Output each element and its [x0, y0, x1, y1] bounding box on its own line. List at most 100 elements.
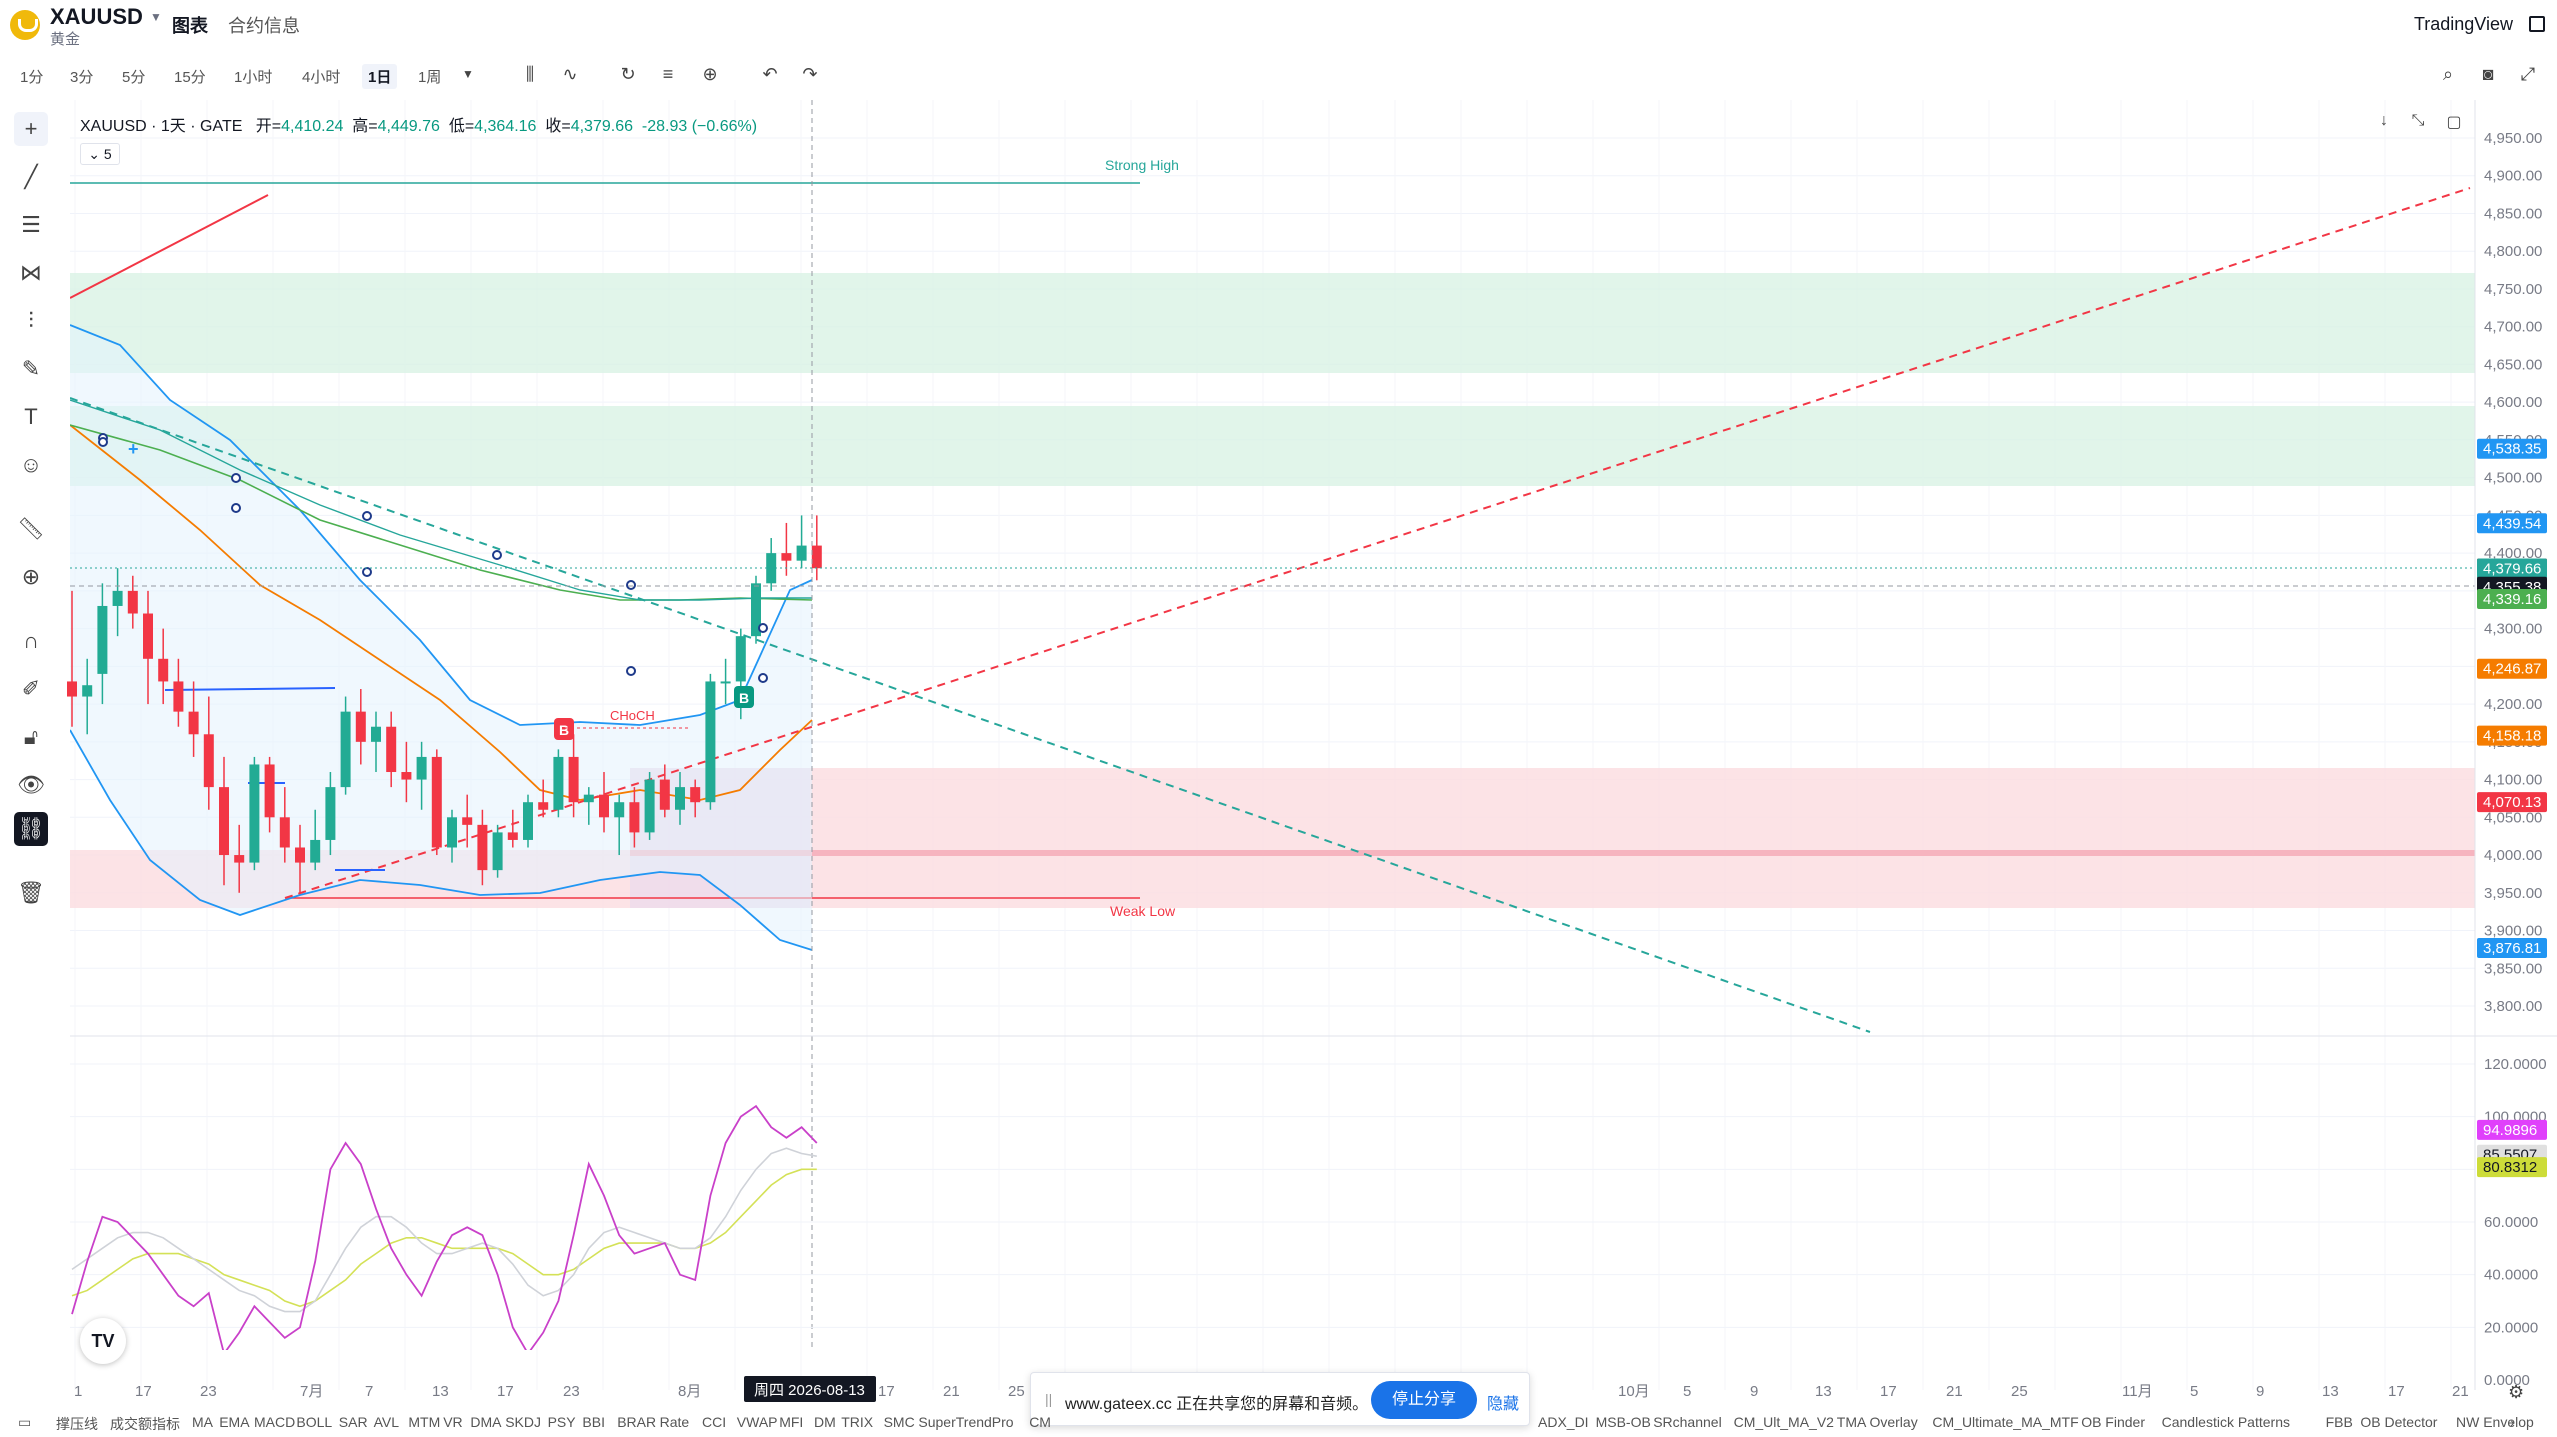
horizontal-lines-icon[interactable]: ☰	[21, 212, 41, 237]
redo-icon[interactable]: ↷	[802, 64, 818, 84]
fullscreen-icon[interactable]: ⤢	[2520, 64, 2536, 84]
price-tick-label: 4,950.00	[2484, 130, 2542, 147]
trendline-icon[interactable]: ╱	[24, 164, 38, 189]
timeframe-1m[interactable]: 1分	[20, 69, 44, 86]
indicator-shortcut[interactable]: MACD	[254, 1414, 296, 1430]
legend-collapse-button[interactable]: ⌄ 5	[80, 143, 120, 165]
add-icon[interactable]: ⊕	[702, 64, 718, 84]
basis-line	[70, 424, 813, 801]
link-icon[interactable]: ⛓	[14, 812, 48, 846]
anchor-point	[492, 550, 502, 560]
indicator-shortcut[interactable]: SRchannel	[1653, 1414, 1722, 1430]
candle-body	[523, 802, 533, 840]
timeframe-dropdown-icon[interactable]: ▼	[462, 67, 474, 81]
timeframe-1d[interactable]: 1日	[362, 64, 398, 89]
timeframe-15m[interactable]: 15分	[174, 69, 206, 86]
indicator-shortcut[interactable]: MA	[192, 1414, 213, 1430]
trash-icon[interactable]: 🗑︎	[17, 880, 45, 905]
indicator-shortcut[interactable]: TRIX	[841, 1414, 874, 1430]
indicator-shortcut[interactable]: BBI	[582, 1414, 605, 1430]
indicator-shortcut[interactable]: CM	[1029, 1414, 1051, 1430]
emoji-icon[interactable]: ☺	[19, 452, 43, 477]
tab-contract-info[interactable]: 合约信息	[228, 16, 300, 36]
indicator-shortcut[interactable]: BOLL	[296, 1414, 333, 1430]
pattern-icon[interactable]: ⋈	[20, 260, 42, 285]
indicator-shortcut[interactable]: DM	[814, 1414, 836, 1430]
panel-toggle-icon[interactable]: ▭	[18, 1414, 32, 1430]
timeframe-5m[interactable]: 5分	[122, 69, 146, 86]
indicator-shortcut[interactable]: AVL	[373, 1414, 400, 1430]
tradingview-logo-icon[interactable]: TV	[80, 1318, 126, 1364]
indicator-shortcut[interactable]: 撑压线	[56, 1416, 98, 1432]
indicator-shortcut[interactable]: CM_Ultimate_MA_MTF	[1932, 1414, 2079, 1430]
indicator-shortcut[interactable]: MFI	[779, 1414, 804, 1430]
candles-icon[interactable]: ⫼	[525, 64, 535, 84]
indicator-shortcut[interactable]: TMA Overlay	[1836, 1414, 1918, 1430]
symbol-name[interactable]: XAUUSD	[50, 4, 143, 29]
indicator-shortcut[interactable]: NW Envelop	[2456, 1414, 2534, 1430]
replay-icon[interactable]: ↻	[620, 64, 636, 84]
indicator-shortcut[interactable]: OB Detector	[2360, 1414, 2438, 1430]
chevron-down-icon[interactable]: ▼	[150, 10, 162, 24]
alert-list-icon[interactable]: ≡	[662, 64, 674, 84]
candle-body	[568, 756, 579, 803]
indicator-shortcut[interactable]: VR	[443, 1414, 463, 1430]
timeframe-1w[interactable]: 1周	[418, 69, 442, 86]
osc-badge	[2477, 1119, 2547, 1140]
candle-body	[97, 605, 108, 674]
indicator-shortcut[interactable]: SAR	[338, 1414, 368, 1430]
indicator-shortcut[interactable]: ADX_DI	[1538, 1414, 1589, 1430]
ruler-icon[interactable]: 📏︎	[17, 516, 45, 541]
indicator-shortcut[interactable]: VWAP	[736, 1414, 778, 1430]
timeframe-1h[interactable]: 1小时	[234, 69, 273, 86]
drag-handle-icon[interactable]: ||	[1045, 1391, 1053, 1407]
indicator-shortcut[interactable]: MSB-OB	[1595, 1414, 1651, 1430]
indicator-shortcut[interactable]: MTM	[408, 1414, 441, 1430]
undo-icon[interactable]: ↶	[762, 64, 778, 84]
indicator-shortcut[interactable]: OB Finder	[2081, 1414, 2145, 1430]
indicator-shortcut[interactable]: PSY	[547, 1414, 576, 1430]
window-box-icon[interactable]	[2529, 16, 2545, 32]
indicator-shortcut[interactable]: SuperTrendPro	[918, 1414, 1014, 1430]
maximize-pane-icon[interactable]: ▢	[2446, 114, 2462, 131]
timeframe-3m[interactable]: 3分	[70, 69, 94, 86]
hide-share-link[interactable]: 隐藏	[1487, 1396, 1520, 1413]
indicator-shortcut[interactable]: SKDJ	[505, 1414, 541, 1430]
eye-icon[interactable]: 👁︎	[17, 772, 45, 797]
zoom-icon[interactable]: ⊕	[21, 564, 41, 589]
indicator-shortcut[interactable]: CM_Ult_MA_V2	[1733, 1414, 1834, 1430]
lock-draw-icon[interactable]: ✐	[21, 676, 41, 701]
collapse-pane-icon[interactable]: ⤡	[2411, 112, 2425, 129]
rsi-ma-slow	[71, 1168, 817, 1308]
search-icon[interactable]: ⌕	[2442, 64, 2454, 84]
candle-body	[82, 685, 93, 697]
timeframe-4h[interactable]: 4小时	[302, 69, 341, 86]
tab-chart[interactable]: 图表	[172, 16, 208, 36]
camera-icon[interactable]: ◙	[2482, 64, 2494, 84]
fib-icon[interactable]: ⫶	[28, 308, 34, 333]
indicator-shortcut[interactable]: SMC	[883, 1414, 915, 1430]
drawing-toolbar: + ╱ ☰ ⋈ ⫶ ✎ T ☺ 📏︎ ⊕ ∩ ✐ 🔓︎ 👁︎ ⛓ 🗑︎	[0, 108, 64, 1398]
crosshair-icon[interactable]: +	[14, 112, 48, 146]
indicator-shortcut[interactable]: DMA	[470, 1414, 502, 1430]
indicator-shortcut[interactable]: Candlestick Patterns	[2161, 1414, 2290, 1430]
indicator-shortcut[interactable]: EMA	[219, 1414, 250, 1430]
lock-icon[interactable]: 🔓︎	[23, 724, 39, 749]
chevron-right-icon[interactable]: ›	[2510, 1414, 2515, 1430]
magnet-icon[interactable]: ∩	[23, 628, 39, 653]
time-tick-label: 10月	[1618, 1383, 1650, 1400]
app-header: XAUUSD ▼ 黄金 图表 合约信息 TradingView	[0, 0, 2557, 50]
indicator-shortcut[interactable]: CCI	[702, 1414, 727, 1430]
indicator-shortcut[interactable]: FBB	[2325, 1414, 2353, 1430]
candle-body	[462, 817, 473, 825]
chart-legend[interactable]: XAUUSD · 1天 · GATE 开=4,410.24 高=4,449.76…	[80, 112, 757, 136]
text-icon[interactable]: T	[24, 404, 38, 429]
indicator-shortcut[interactable]: Rate	[659, 1414, 690, 1430]
indicator-shortcut[interactable]: 成交额指标	[110, 1416, 180, 1432]
indicators-icon[interactable]: ∿	[562, 64, 578, 84]
stop-share-button[interactable]: 停止分享	[1371, 1381, 1477, 1419]
brush-icon[interactable]: ✎	[21, 356, 41, 381]
indicator-shortcut[interactable]: BRAR	[617, 1414, 657, 1430]
arrow-down-icon[interactable]: ↓	[2380, 112, 2388, 129]
